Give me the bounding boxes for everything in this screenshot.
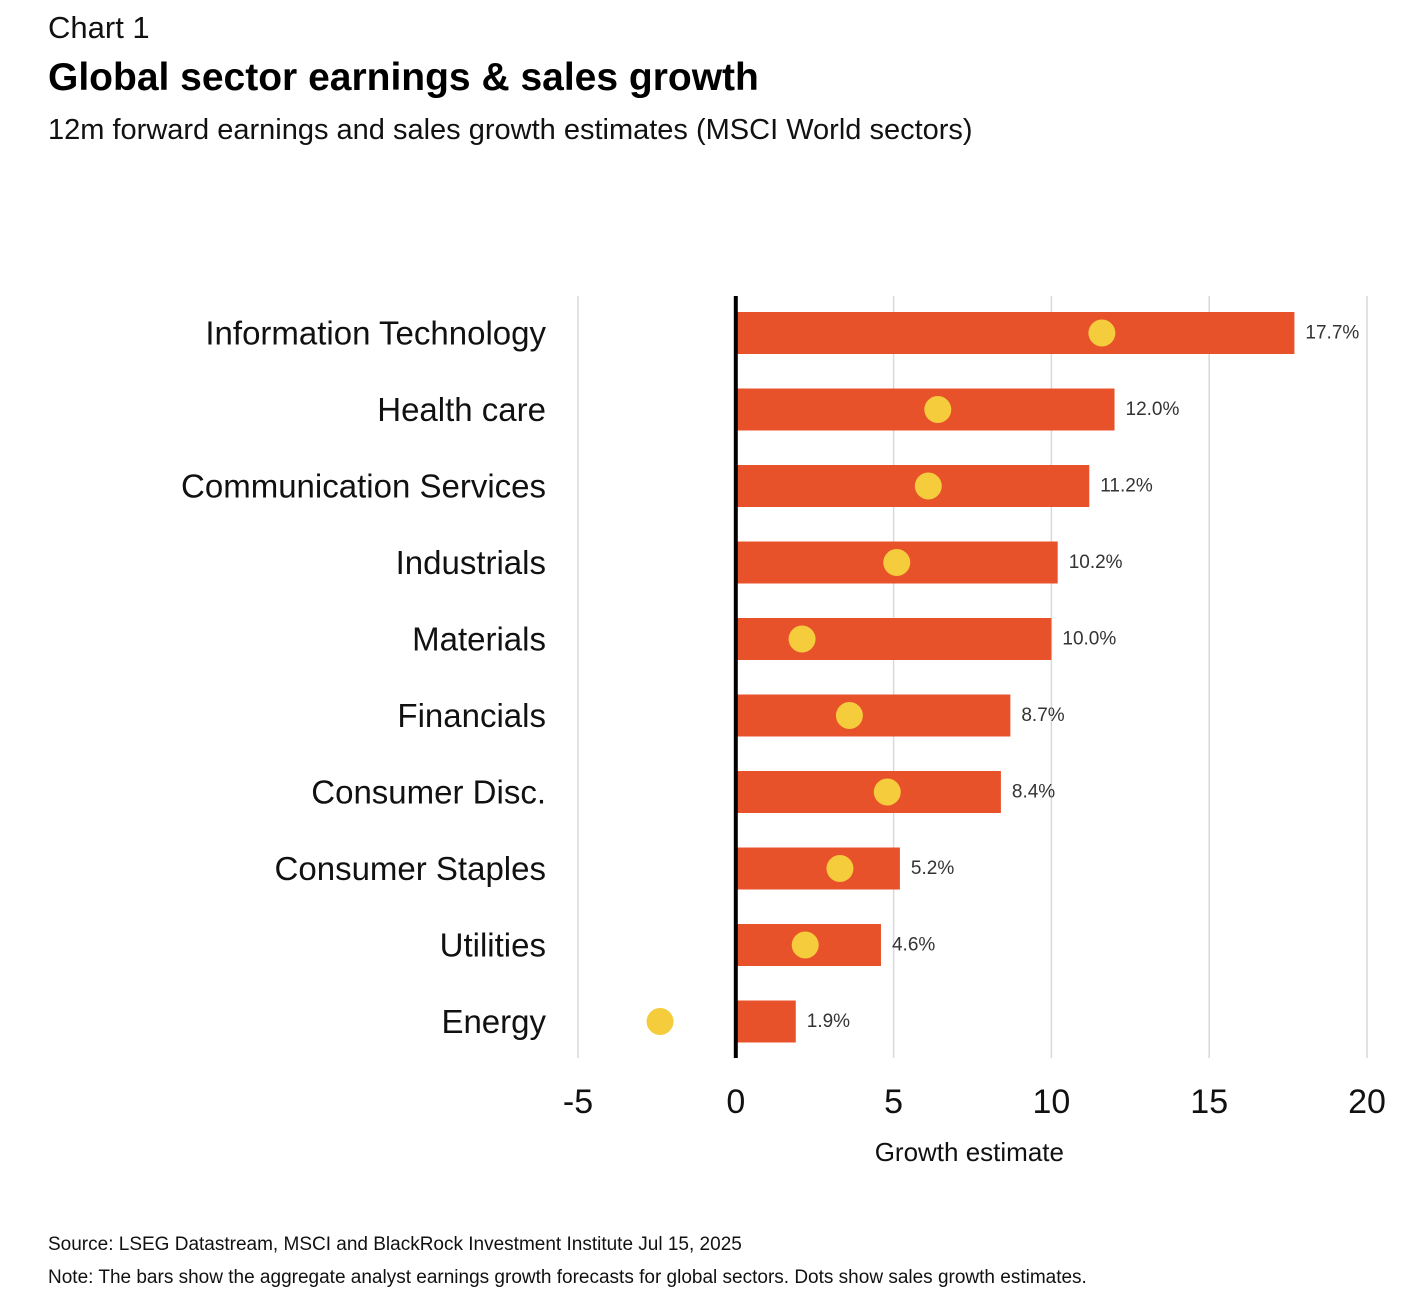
chart-title: Global sector earnings & sales growth bbox=[48, 56, 759, 99]
chart-subtitle: 12m forward earnings and sales growth es… bbox=[48, 114, 973, 146]
sales-dot bbox=[646, 1008, 674, 1035]
bar-value-label: 11.2% bbox=[1100, 476, 1153, 497]
bar-value-label: 1.9% bbox=[807, 1011, 850, 1032]
bar-value-label: 10.0% bbox=[1062, 629, 1116, 650]
x-tick-label: 0 bbox=[726, 1083, 745, 1121]
bar-value-label: 10.2% bbox=[1069, 552, 1123, 573]
category-label: Energy bbox=[441, 1003, 546, 1040]
sales-dot bbox=[788, 625, 816, 653]
category-label: Consumer Staples bbox=[275, 850, 546, 887]
sales-dot bbox=[835, 702, 863, 729]
category-label: Utilities bbox=[440, 927, 546, 964]
x-tick-label: 5 bbox=[884, 1083, 903, 1121]
sales-dot bbox=[1088, 319, 1116, 347]
bar-value-label: 8.4% bbox=[1012, 782, 1055, 803]
category-label: Information Technology bbox=[205, 315, 546, 352]
sales-dot bbox=[924, 396, 952, 423]
category-label: Industrials bbox=[396, 544, 546, 581]
bar-value-label: 17.7% bbox=[1305, 323, 1359, 344]
bar-value-label: 8.7% bbox=[1021, 705, 1064, 726]
earnings-bar bbox=[735, 618, 1052, 660]
x-tick-label: 20 bbox=[1348, 1083, 1386, 1121]
sales-dot bbox=[883, 549, 911, 576]
bar-value-label: 12.0% bbox=[1126, 399, 1180, 420]
sales-dot bbox=[914, 472, 942, 500]
sales-dot bbox=[873, 778, 901, 806]
category-label: Financials bbox=[397, 697, 546, 734]
earnings-bar bbox=[735, 1000, 796, 1043]
x-tick-label: -5 bbox=[563, 1083, 593, 1121]
bar-value-label: 4.6% bbox=[892, 935, 935, 956]
x-axis-title: Growth estimate bbox=[875, 1137, 1064, 1167]
chart-eyebrow: Chart 1 bbox=[48, 10, 150, 45]
x-tick-label: 15 bbox=[1190, 1083, 1228, 1121]
chart-source: Source: LSEG Datastream, MSCI and BlackR… bbox=[48, 1234, 742, 1255]
category-label: Materials bbox=[412, 621, 546, 658]
earnings-bar bbox=[735, 465, 1090, 507]
earnings-bar bbox=[735, 847, 900, 890]
category-label: Health care bbox=[377, 391, 546, 428]
category-label: Consumer Disc. bbox=[311, 774, 546, 811]
x-tick-label: 10 bbox=[1032, 1083, 1070, 1121]
sales-dot bbox=[791, 931, 819, 959]
category-label: Communication Services bbox=[181, 468, 546, 505]
bar-value-label: 5.2% bbox=[911, 858, 954, 879]
chart-note: Note: The bars show the aggregate analys… bbox=[48, 1267, 1087, 1288]
sales-dot bbox=[826, 855, 854, 882]
earnings-bar bbox=[735, 694, 1011, 737]
earnings-bar bbox=[735, 312, 1295, 354]
earnings-bar bbox=[735, 771, 1001, 813]
